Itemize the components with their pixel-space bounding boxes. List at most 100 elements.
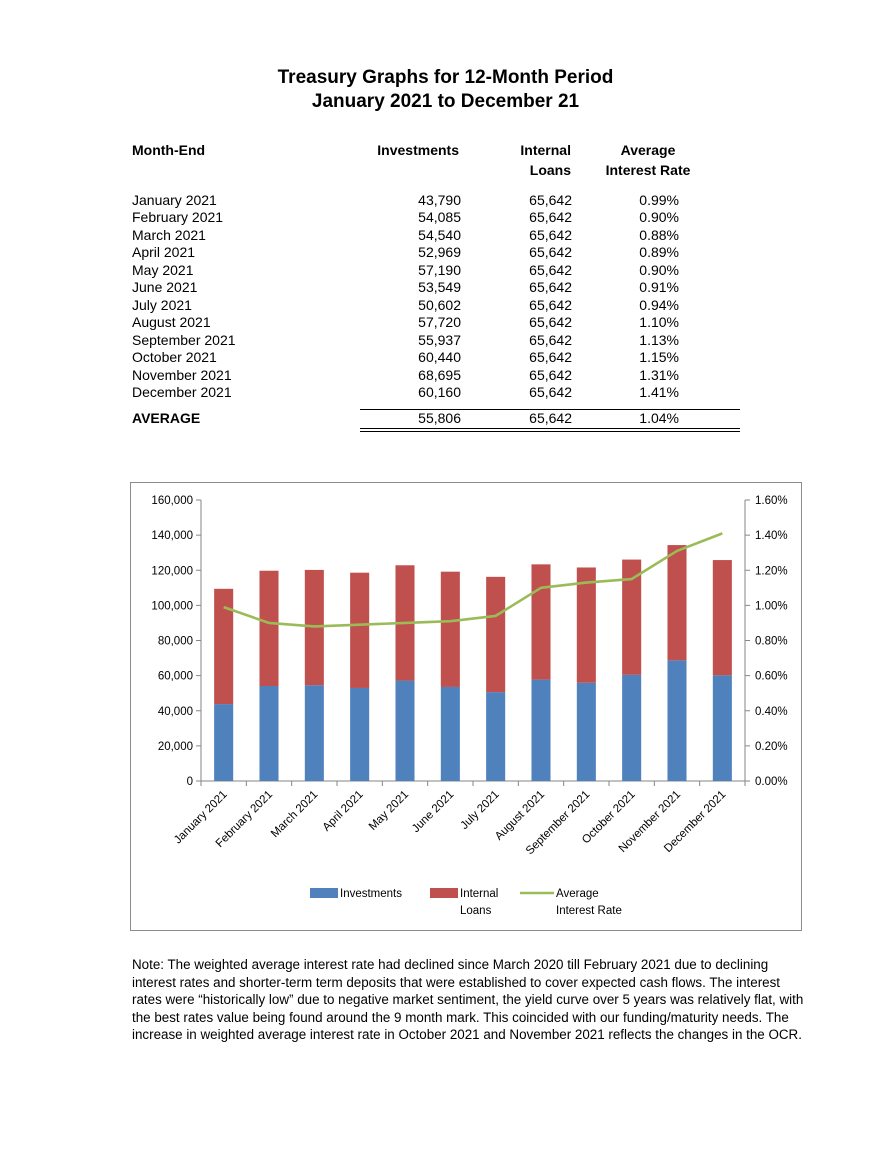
cell-investments: 54,085 [418, 209, 461, 225]
right-tick-label: 1.20% [755, 565, 788, 577]
cell-investments: 68,695 [418, 366, 461, 383]
legend-internal-loans-label: Internal [460, 888, 498, 900]
cell-loans: 65,642 [529, 331, 572, 348]
cell-investments: 53,549 [418, 279, 461, 295]
cell-rate: 1.15% [639, 349, 679, 365]
left-tick-label: 140,000 [151, 530, 193, 542]
header-rate-line2: Interest Rate [605, 162, 691, 178]
average-investments: 55,806 [418, 410, 461, 426]
internal-loans-bar [531, 564, 551, 680]
cell-month: June 2021 [132, 279, 198, 295]
cell-rate: 0.89% [639, 244, 679, 260]
cell-month: July 2021 [132, 296, 192, 313]
cell-month: February 2021 [132, 209, 224, 225]
investments-bar [531, 679, 551, 781]
investments-bar [576, 682, 596, 781]
legend-rate-label-2: Interest Rate [556, 905, 622, 917]
average-row: AVERAGE 55,806 65,642 1.04% [0, 410, 891, 428]
internal-loans-bar [667, 545, 687, 661]
internal-loans-bar [576, 567, 596, 683]
investments-bar [486, 692, 506, 781]
cell-loans: 65,642 [529, 226, 572, 243]
left-tick-label: 20,000 [158, 741, 193, 753]
cell-investments: 57,720 [418, 314, 461, 330]
legend-investments-swatch [310, 888, 338, 898]
cell-rate: 0.91% [639, 279, 679, 295]
x-tick-label: April 2021 [321, 789, 366, 834]
cell-rate: 1.31% [639, 366, 679, 383]
legend-internal-loans-swatch [430, 888, 458, 898]
internal-loans-bar [350, 572, 370, 688]
cell-investments: 57,190 [418, 261, 461, 278]
cell-investments: 52,969 [418, 244, 461, 260]
internal-loans-bar [622, 559, 642, 675]
investments-bar [395, 680, 415, 781]
cell-rate: 0.88% [639, 226, 679, 243]
internal-loans-bar [486, 576, 506, 693]
cell-month: September 2021 [132, 331, 236, 348]
investments-bar [350, 687, 370, 781]
right-tick-label: 0.20% [755, 741, 788, 753]
treasury-chart: 0 20,000 40,000 60,000 80,000 100,000 120,000 1… [130, 482, 802, 931]
title-line-1: Treasury Graphs for 12-Month Period [277, 67, 614, 88]
cell-loans: 65,642 [529, 279, 572, 295]
right-tick-label: 0.60% [755, 671, 788, 683]
table-row: February 2021 54,085 65,642 0.90% [0, 209, 891, 227]
header-loans-line1: Internal [520, 142, 571, 158]
average-loans: 65,642 [529, 410, 572, 426]
cell-month: August 2021 [132, 314, 211, 330]
x-tick-label: May 2021 [367, 789, 411, 833]
cell-loans: 65,642 [529, 384, 572, 400]
right-tick-label: 1.00% [755, 600, 788, 612]
internal-loans-bar [440, 571, 460, 687]
table-row: August 2021 57,720 65,642 1.10% [0, 314, 891, 332]
cell-investments: 55,937 [418, 331, 461, 348]
cell-month: April 2021 [132, 244, 196, 260]
treasury-table: Month-End Investments Internal Loans Ave… [0, 0, 891, 440]
table-row: October 2021 60,440 65,642 1.15% [0, 349, 891, 367]
right-tick-label: 1.60% [755, 495, 788, 507]
cell-month: November 2021 [132, 366, 232, 383]
internal-loans-bar [214, 588, 234, 705]
cell-rate: 0.90% [639, 261, 679, 278]
investments-bar [622, 674, 642, 781]
internal-loans-bar [259, 570, 279, 687]
cell-loans: 65,642 [529, 209, 572, 225]
cell-rate: 0.90% [639, 209, 679, 225]
legend-investments-label: Investments [340, 888, 402, 900]
header-investments: Investments [377, 142, 459, 158]
table-row: May 2021 57,190 65,642 0.90% [0, 262, 891, 280]
cell-month: March 2021 [132, 226, 206, 243]
average-top-rule [360, 409, 740, 410]
average-double-rule-1 [360, 428, 740, 429]
left-tick-label: 120,000 [151, 565, 193, 577]
investments-bar [259, 686, 279, 781]
table-row: July 2021 50,602 65,642 0.94% [0, 297, 891, 315]
cell-loans: 65,642 [529, 314, 572, 330]
left-tick-label: 60,000 [158, 671, 193, 683]
average-rate: 1.04% [639, 410, 679, 426]
cell-loans: 65,642 [529, 244, 572, 260]
cell-rate: 0.94% [639, 296, 679, 313]
table-row: January 2021 43,790 65,642 0.99% [0, 192, 891, 210]
cell-loans: 65,642 [529, 261, 572, 278]
legend-rate-label: Average [556, 888, 599, 900]
internal-loans-bar [712, 560, 732, 676]
cell-month: May 2021 [132, 261, 194, 278]
chart-svg: 0 20,000 40,000 60,000 80,000 100,000 120,000 1… [151, 495, 788, 917]
left-tick-label: 100,000 [151, 600, 193, 612]
left-tick-label: 80,000 [158, 636, 193, 648]
left-tick-label: 160,000 [151, 495, 193, 507]
cell-month: January 2021 [132, 191, 217, 208]
header-month-end: Month-End [132, 142, 206, 158]
investments-bar [214, 704, 234, 781]
x-tick-label: June 2021 [410, 789, 456, 835]
header-rate-line1: Average [620, 142, 676, 158]
investments-bar [440, 686, 460, 781]
right-tick-label: 0.80% [755, 636, 788, 648]
cell-investments: 50,602 [418, 296, 461, 313]
cell-rate: 0.99% [639, 191, 679, 208]
x-tick-label: March 2021 [269, 789, 320, 840]
table-row: March 2021 54,540 65,642 0.88% [0, 227, 891, 245]
note-paragraph: Note: The weighted average interest rate… [132, 957, 804, 1042]
